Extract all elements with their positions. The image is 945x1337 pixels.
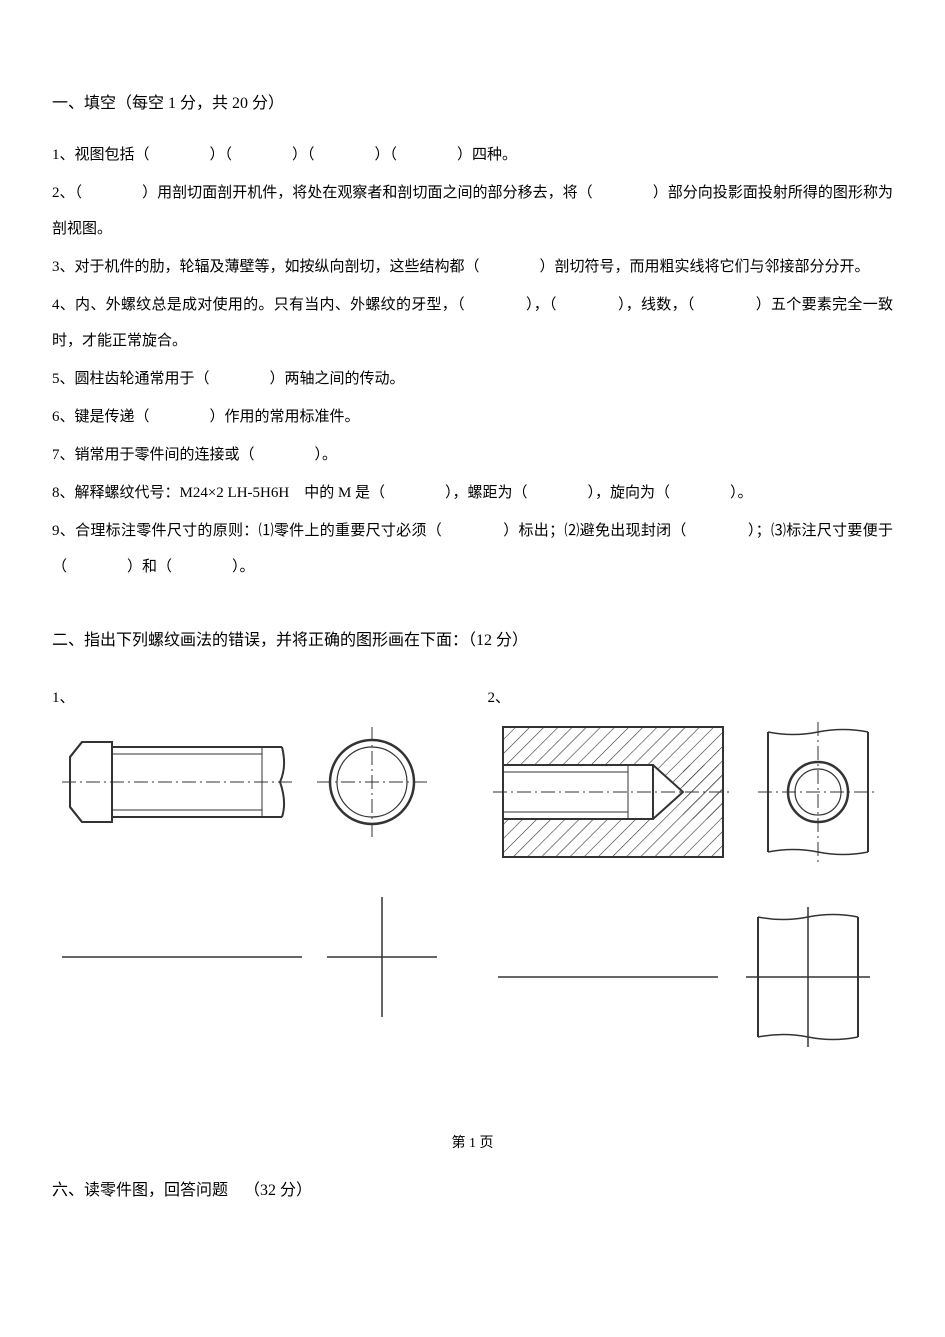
question-9: 9、合理标注零件尺寸的原则：⑴零件上的重要尺寸必须（ ）标出；⑵避免出现封闭（ …: [52, 513, 893, 585]
question-5: 5、圆柱齿轮通常用于（ ）两轴之间的传动。: [52, 361, 893, 397]
section-6-title: 六、读零件图，回答问题 （32 分）: [52, 1177, 893, 1206]
figure-1-label: 1、: [52, 686, 458, 707]
question-4: 4、内、外螺纹总是成对使用的。只有当内、外螺纹的牙型，（ ），（ ），线数，（ …: [52, 287, 893, 359]
figure-2-label: 2、: [488, 686, 894, 707]
figure-2-column: 2、: [488, 686, 894, 1082]
figure-1-column: 1、: [52, 686, 458, 1082]
figures-container: 1、: [52, 686, 893, 1082]
section-1-title: 一、填空（每空 1 分，共 20 分）: [52, 90, 893, 119]
question-7: 7、销常用于零件间的连接或（ ）。: [52, 437, 893, 473]
figure-2-bottom-blank: [488, 897, 894, 1062]
figure-1-bottom-blank: [52, 877, 458, 1042]
question-8: 8、解释螺纹代号：M24×2 LH-5H6H 中的 M 是（ ），螺距为（ ），…: [52, 475, 893, 511]
question-1: 1、视图包括（ ）（ ）（ ）（ ）四种。: [52, 137, 893, 173]
question-2: 2、（ ）用剖切面剖开机件，将处在观察者和剖切面之间的部分移去，将（ ）部分向投…: [52, 175, 893, 247]
page-number: 第 1 页: [52, 1132, 893, 1152]
figure-1-top-diagram: [52, 712, 458, 857]
question-6: 6、键是传递（ ）作用的常用标准件。: [52, 399, 893, 435]
question-3: 3、对于机件的肋，轮辐及薄壁等，如按纵向剖切，这些结构都（ ）剖切符号，而用粗实…: [52, 249, 893, 285]
figure-2-top-diagram: [488, 712, 894, 877]
section-2-title: 二、指出下列螺纹画法的错误，并将正确的图形画在下面：（12 分）: [52, 627, 893, 656]
